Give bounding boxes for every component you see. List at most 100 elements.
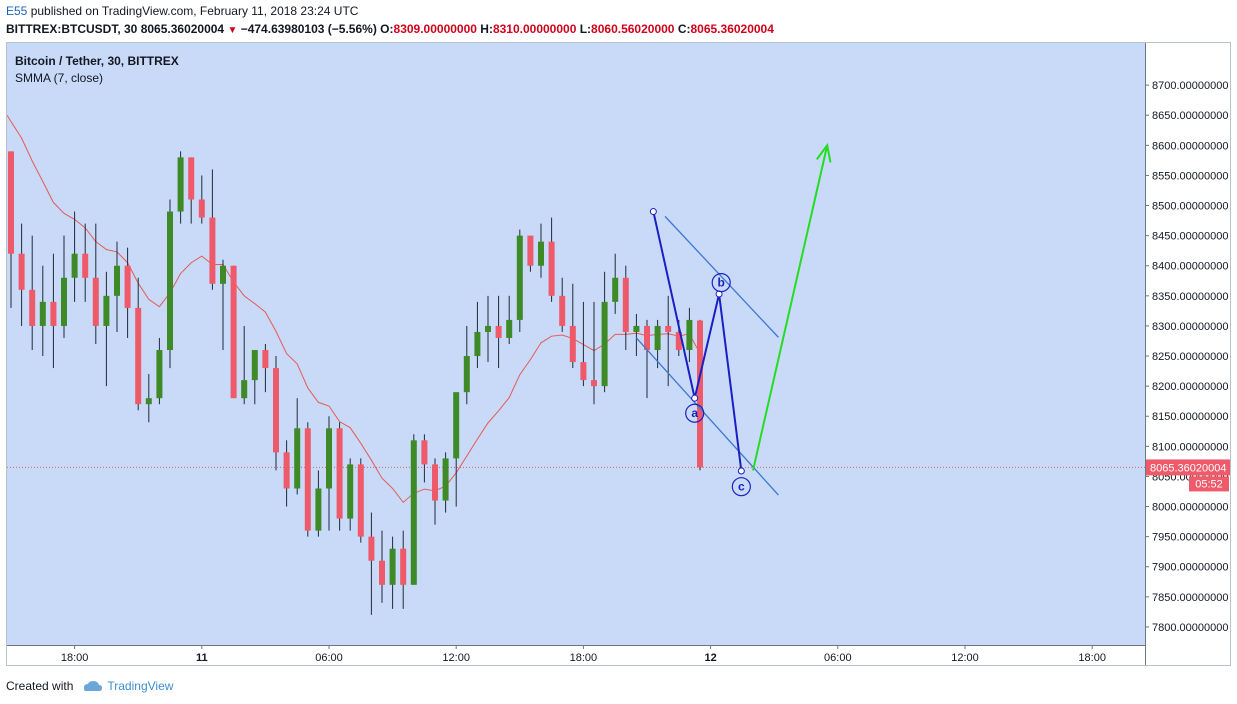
candle — [82, 223, 89, 302]
candle — [697, 319, 703, 471]
candle-body — [336, 428, 343, 519]
price-tick-label: 7950.00000000 — [1152, 532, 1228, 544]
last-price: 8065.36020004 — [140, 22, 225, 36]
wave-point-marker — [737, 467, 745, 475]
candle-body — [61, 277, 67, 326]
high-label: H: — [480, 22, 493, 36]
target-arrow-head — [816, 142, 832, 163]
candle-body — [644, 325, 650, 351]
time-tick-label: 11 — [196, 652, 208, 664]
candle — [220, 259, 226, 351]
price-tick-label: 8600.00000000 — [1152, 140, 1228, 152]
candle — [71, 211, 78, 302]
candle — [654, 319, 661, 369]
candle-body — [262, 350, 269, 369]
candle-body — [665, 325, 672, 332]
high-value: 8310.00000000 — [492, 22, 577, 36]
candle-body — [114, 265, 120, 296]
price-tick-label: 8300.00000000 — [1152, 321, 1228, 333]
price-tick-label: 8350.00000000 — [1152, 291, 1228, 303]
candle-body — [580, 362, 587, 381]
candle — [612, 253, 619, 314]
candle — [198, 175, 205, 224]
chart-svg[interactable]: a b c 7800.00000000 7850.00000000 7900.00000… — [7, 43, 1230, 665]
tradingview-link[interactable]: TradingView — [81, 679, 173, 693]
candle — [177, 151, 184, 224]
tradingview-brand[interactable]: TradingView — [107, 679, 174, 693]
candle-body — [421, 440, 428, 465]
time-tick-label: 18:00 — [61, 652, 89, 664]
candle — [506, 295, 513, 344]
candle — [379, 530, 385, 603]
candles — [8, 151, 703, 615]
candle-body — [622, 277, 629, 332]
author-link[interactable]: E55 — [6, 4, 28, 18]
candle — [686, 307, 693, 363]
published-text: published on TradingView.com, February 1… — [30, 4, 359, 18]
candle-body — [495, 325, 502, 338]
channel-lower-line — [635, 337, 779, 496]
wave-label-text: b — [718, 276, 725, 290]
price-tick-label: 8250.00000000 — [1152, 351, 1228, 363]
candle-body — [124, 265, 131, 308]
candle-body — [453, 392, 460, 459]
target-arrow-line — [752, 145, 829, 471]
wave-point-marker — [691, 394, 699, 402]
candle — [29, 235, 36, 351]
chart-container[interactable]: a b c 7800.00000000 7850.00000000 7900.00000… — [6, 42, 1231, 666]
candle — [262, 344, 269, 393]
candle-body — [516, 235, 523, 320]
candle — [124, 247, 131, 338]
price-tick-label: 8700.00000000 — [1152, 80, 1228, 92]
time-tick-label: 12:00 — [951, 652, 979, 664]
candle-body — [188, 157, 195, 200]
chart-legend: Bitcoin / Tether, 30, BITTREX SMMA (7, c… — [15, 54, 179, 85]
candle-body — [230, 265, 237, 399]
low-label: L: — [579, 22, 592, 36]
low-value: 8060.56020000 — [591, 22, 675, 36]
price-tick-label: 8000.00000000 — [1152, 502, 1228, 514]
candle-body — [283, 452, 290, 489]
candle — [103, 271, 110, 387]
candle — [622, 265, 629, 351]
candle — [538, 223, 544, 278]
price-tick-label: 7900.00000000 — [1152, 562, 1228, 574]
price-tick-label: 7800.00000000 — [1152, 622, 1228, 634]
candle — [633, 313, 640, 357]
candle — [389, 536, 396, 609]
candle-body — [167, 211, 173, 351]
candle — [156, 337, 163, 405]
candle-body — [82, 253, 89, 278]
legend-title: Bitcoin / Tether, 30, BITTREX — [15, 54, 179, 68]
candle-body — [273, 368, 279, 453]
candle-body — [198, 199, 205, 218]
candle — [601, 271, 608, 393]
plot-area[interactable] — [7, 43, 1145, 645]
open-value: 8309.00000000 — [393, 22, 477, 36]
time-tick-label: 06:00 — [824, 652, 852, 664]
candle-body — [18, 253, 25, 290]
candle-body — [506, 319, 513, 338]
candle-body — [39, 301, 46, 326]
candle — [167, 199, 173, 369]
smma-polyline — [7, 114, 701, 504]
candle-body — [156, 350, 163, 399]
price-tick-label: 8650.00000000 — [1152, 110, 1228, 122]
candle-body — [220, 265, 226, 284]
candle-body — [92, 277, 99, 326]
candle-body — [145, 398, 152, 405]
candle-body — [251, 350, 258, 381]
candle — [61, 235, 67, 338]
candle-body — [368, 536, 375, 561]
footer: Created with TradingView — [6, 679, 173, 693]
candle — [145, 374, 152, 423]
candle-body — [485, 325, 491, 332]
candle-body — [442, 458, 449, 501]
candle — [273, 356, 279, 471]
price-axis[interactable]: 7800.00000000 7850.00000000 7900.00000000 7… — [1145, 43, 1228, 665]
smma-line — [7, 114, 701, 504]
candle-body — [633, 325, 640, 332]
time-axis[interactable]: 18:00 11 06:00 12:00 18:00 12 06:00 12:00 18:00 — [7, 645, 1145, 664]
candle — [453, 392, 460, 507]
candle — [39, 265, 46, 357]
